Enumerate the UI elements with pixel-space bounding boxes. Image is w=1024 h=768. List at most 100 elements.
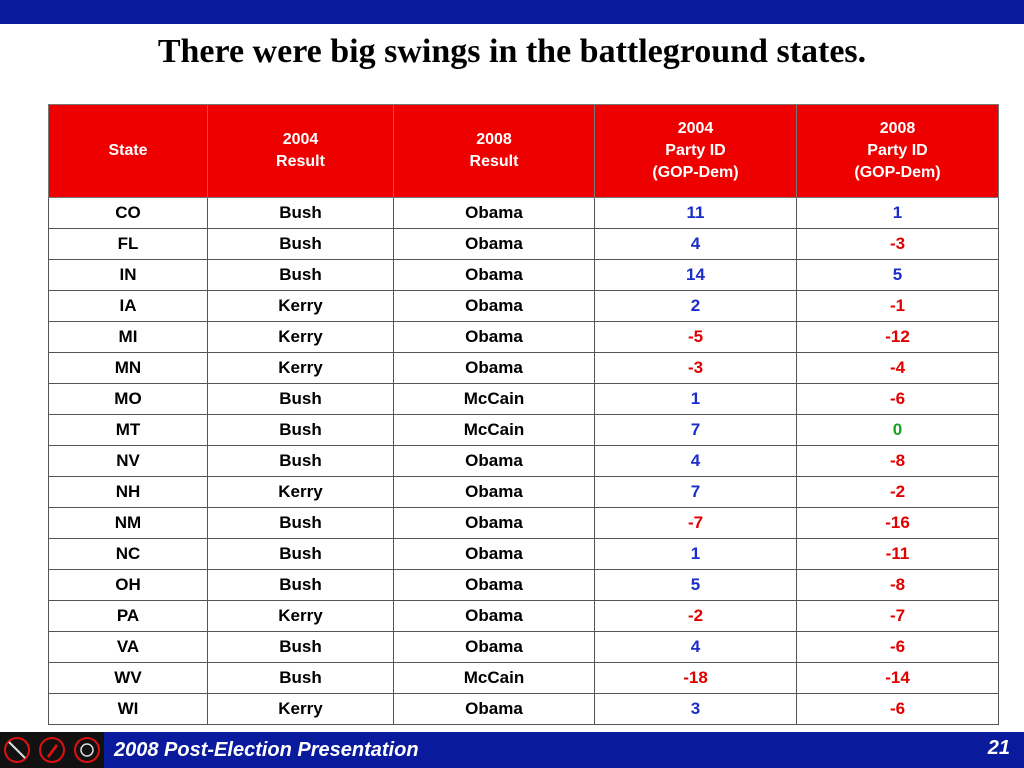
state-cell: OH: [48, 569, 208, 601]
party-id-2008-cell: -8: [796, 569, 999, 601]
party-id-2008-cell: 0: [796, 414, 999, 446]
party-id-2004-cell: 14: [594, 259, 797, 291]
party-id-2004-cell: -18: [594, 662, 797, 694]
party-id-2008-cell: -14: [796, 662, 999, 694]
party-id-2004-cell: 1: [594, 538, 797, 570]
state-cell: MT: [48, 414, 208, 446]
party-id-2008-cell: -6: [796, 383, 999, 415]
result-2008-cell: McCain: [393, 662, 595, 694]
column-header: 2004 Result: [207, 104, 394, 198]
result-2004-cell: Bush: [207, 662, 394, 694]
party-id-2008-cell: -6: [796, 693, 999, 725]
table-row: PA Kerry Obama -2 -7: [48, 600, 999, 632]
state-cell: MI: [48, 321, 208, 353]
table-body: CO Bush Obama 11 1 FL Bush Obama 4 -3 IN Bush Obama 1…: [48, 197, 999, 725]
result-2008-cell: Obama: [393, 197, 595, 229]
result-2008-cell: Obama: [393, 631, 595, 663]
footer-logos: [0, 732, 104, 768]
result-2004-cell: Bush: [207, 414, 394, 446]
state-cell: NM: [48, 507, 208, 539]
result-2004-cell: Kerry: [207, 600, 394, 632]
party-id-2008-cell: -4: [796, 352, 999, 384]
result-2008-cell: Obama: [393, 321, 595, 353]
result-2004-cell: Bush: [207, 197, 394, 229]
result-2004-cell: Kerry: [207, 321, 394, 353]
party-id-2008-cell: -1: [796, 290, 999, 322]
table-row: FL Bush Obama 4 -3: [48, 228, 999, 260]
result-2008-cell: Obama: [393, 600, 595, 632]
column-header-line: Party ID: [665, 142, 726, 159]
result-2008-cell: Obama: [393, 476, 595, 508]
party-id-2004-cell: 3: [594, 693, 797, 725]
state-cell: PA: [48, 600, 208, 632]
table-header-row: State 2004 Result 2008 Result 2004 Party ID (GO…: [48, 104, 999, 198]
slide-title: There were big swings in the battlegroun…: [157, 33, 867, 70]
table-row: NM Bush Obama -7 -16: [48, 507, 999, 539]
party-id-2004-cell: -2: [594, 600, 797, 632]
column-header-line: 2004: [677, 120, 714, 137]
table-row: WI Kerry Obama 3 -6: [48, 693, 999, 725]
result-2004-cell: Bush: [207, 445, 394, 477]
result-2004-cell: Kerry: [207, 290, 394, 322]
table-row: VA Bush Obama 4 -6: [48, 631, 999, 663]
slash-circle-icon: [4, 737, 31, 763]
result-2004-cell: Bush: [207, 631, 394, 663]
party-id-2008-cell: 5: [796, 259, 999, 291]
table-row: NC Bush Obama 1 -11: [48, 538, 999, 570]
battleground-table: State 2004 Result 2008 Result 2004 Party ID (GO…: [48, 104, 999, 725]
table-row: WV Bush McCain -18 -14: [48, 662, 999, 694]
column-header: 2004 Party ID (GOP-Dem): [594, 104, 797, 198]
table-row: OH Bush Obama 5 -8: [48, 569, 999, 601]
column-header-line: State: [108, 142, 148, 159]
party-id-2004-cell: 1: [594, 383, 797, 415]
table-row: MN Kerry Obama -3 -4: [48, 352, 999, 384]
result-2008-cell: Obama: [393, 352, 595, 384]
party-id-2004-cell: 4: [594, 445, 797, 477]
result-2004-cell: Bush: [207, 228, 394, 260]
result-2008-cell: Obama: [393, 693, 595, 725]
state-cell: NH: [48, 476, 208, 508]
party-id-2008-cell: -16: [796, 507, 999, 539]
footer-presentation-title: 2008 Post-Election Presentation: [114, 739, 419, 761]
party-id-2008-cell: 1: [796, 197, 999, 229]
result-2008-cell: McCain: [393, 414, 595, 446]
party-id-2008-cell: -3: [796, 228, 999, 260]
party-id-2004-cell: 11: [594, 197, 797, 229]
state-cell: VA: [48, 631, 208, 663]
party-id-2004-cell: -3: [594, 352, 797, 384]
result-2004-cell: Kerry: [207, 693, 394, 725]
result-2008-cell: Obama: [393, 538, 595, 570]
table-row: NH Kerry Obama 7 -2: [48, 476, 999, 508]
party-id-2004-cell: 2: [594, 290, 797, 322]
page-number: 21: [987, 737, 1010, 759]
result-2004-cell: Bush: [207, 259, 394, 291]
column-header-line: 2008: [476, 131, 512, 148]
table-row: IA Kerry Obama 2 -1: [48, 290, 999, 322]
result-2004-cell: Bush: [207, 507, 394, 539]
result-2008-cell: Obama: [393, 507, 595, 539]
party-id-2004-cell: 4: [594, 228, 797, 260]
table-row: CO Bush Obama 11 1: [48, 197, 999, 229]
result-2008-cell: Obama: [393, 259, 595, 291]
ring-circle-icon: [73, 737, 100, 763]
party-id-2004-cell: 7: [594, 476, 797, 508]
table-row: MO Bush McCain 1 -6: [48, 383, 999, 415]
column-header-line: Party ID: [867, 142, 928, 159]
table-row: MI Kerry Obama -5 -12: [48, 321, 999, 353]
state-cell: MN: [48, 352, 208, 384]
party-id-2008-cell: -6: [796, 631, 999, 663]
result-2004-cell: Bush: [207, 569, 394, 601]
footer-bar: 2008 Post-Election Presentation 21: [0, 732, 1024, 768]
column-header-line: (GOP-Dem): [854, 164, 941, 181]
pen-circle-icon: [38, 737, 65, 763]
party-id-2004-cell: 4: [594, 631, 797, 663]
result-2008-cell: Obama: [393, 228, 595, 260]
state-cell: MO: [48, 383, 208, 415]
party-id-2008-cell: -11: [796, 538, 999, 570]
column-header: 2008 Party ID (GOP-Dem): [796, 104, 999, 198]
party-id-2008-cell: -7: [796, 600, 999, 632]
column-header-line: 2004: [282, 131, 319, 148]
state-cell: FL: [48, 228, 208, 260]
top-banner: [0, 0, 1024, 24]
battleground-table-container: State 2004 Result 2008 Result 2004 Party ID (GO…: [48, 104, 999, 725]
